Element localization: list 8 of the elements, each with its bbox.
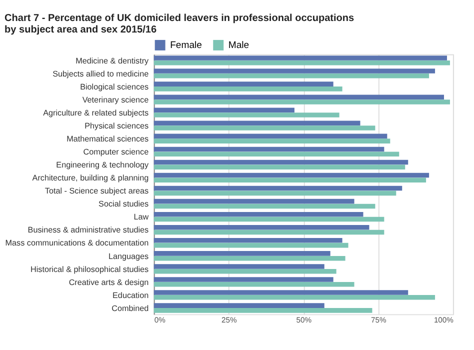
legend-label: Female [170,40,202,52]
chart-title: Chart 7 - Percentage of UK domiciled leavers in professional occupations by subject area and sex 2015/16 [4,12,355,36]
x-tick-label: 0% [154,315,166,324]
x-tick-label: 75% [371,315,387,324]
legend-label: Male [228,40,250,52]
x-tick-label: 50% [296,315,312,324]
x-tick-label: 25% [221,315,237,324]
x-tick-label: 100% [434,315,454,324]
